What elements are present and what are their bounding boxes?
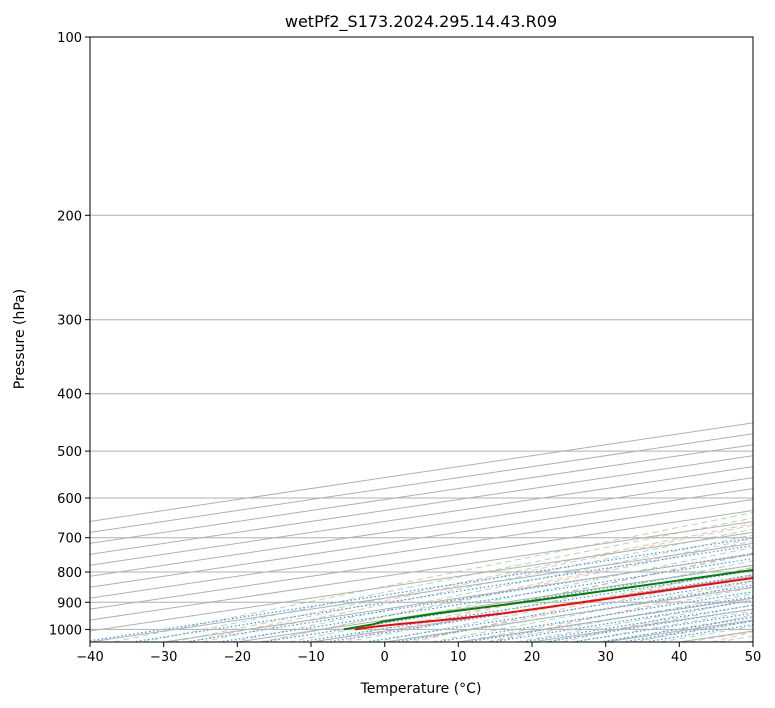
- x-tick-label: −20: [224, 650, 251, 665]
- plot-area: 0.10.20.40.611.52346810131620253036-100-…: [90, 37, 753, 642]
- mixing-ratio-line: [572, 612, 753, 642]
- isotherm-grid: [90, 422, 753, 642]
- moist-adiabat-line: [172, 522, 753, 642]
- isotherm-gridline: [90, 509, 753, 610]
- temperature-profile-line: [354, 577, 753, 631]
- mixing-ratio-line: [522, 604, 753, 642]
- x-tick-label: 0: [381, 650, 389, 665]
- dry-adiabat-line: [188, 524, 753, 642]
- mixing-ratio-line: [492, 599, 753, 642]
- isotherm-gridline: [90, 499, 753, 599]
- mixing-ratio-line: [599, 616, 753, 642]
- y-tick-label: 1000: [49, 623, 82, 638]
- y-tick-label: 400: [57, 388, 82, 403]
- isotherm-gridline: [90, 444, 753, 544]
- y-tick-label: 100: [57, 31, 82, 46]
- y-tick-label: 300: [57, 314, 82, 329]
- mixing-ratio-line: [185, 553, 753, 642]
- dry-adiabats: [188, 524, 753, 642]
- moist-adiabat-line: [230, 534, 753, 642]
- mixing-ratio-line: [131, 544, 753, 642]
- moist-adiabat-line: [142, 517, 753, 642]
- x-axis-ticks: −40 −30 −20 −10 0 10 20 30 40 50: [76, 642, 761, 665]
- x-tick-label: −40: [76, 650, 103, 665]
- y-axis-ticks: 1000 900 800 700 600 500 400 300 200 100: [49, 31, 90, 638]
- moist-adiabat-line: [487, 593, 753, 642]
- isotherm-gridline: [90, 455, 753, 555]
- mixing-ratio-line: [218, 557, 753, 642]
- isotherm-gridline: [90, 466, 753, 566]
- x-tick-label: 50: [745, 650, 762, 665]
- profile-series: [343, 569, 753, 631]
- isotherm-gridline: [90, 477, 753, 577]
- isobar-grid: [90, 37, 753, 630]
- y-tick-label: 900: [57, 596, 82, 611]
- x-tick-label: 30: [597, 650, 614, 665]
- y-tick-label: 500: [57, 445, 82, 460]
- moist-adiabat-line: [260, 540, 753, 642]
- y-axis-label: Pressure (hPa): [12, 289, 28, 389]
- x-tick-label: 40: [671, 650, 688, 665]
- moist-adiabat-line: [459, 587, 753, 642]
- dewpoint-profile-line: [343, 569, 753, 631]
- isotherm-gridline: [90, 488, 753, 588]
- y-tick-label: 200: [57, 209, 82, 224]
- isotherm-gridline: [90, 520, 753, 621]
- x-tick-label: −30: [150, 650, 177, 665]
- y-tick-label: 700: [57, 532, 82, 547]
- x-axis-label: Temperature (°C): [360, 681, 482, 697]
- x-tick-label: −10: [297, 650, 324, 665]
- y-tick-label: 600: [57, 492, 82, 507]
- chart-title: wetPf2_S173.2024.295.14.43.R09: [285, 12, 557, 32]
- x-tick-label: 20: [524, 650, 541, 665]
- x-tick-label: 10: [450, 650, 467, 665]
- isotherm-gridline: [90, 531, 753, 632]
- plot-frame: [89, 36, 754, 643]
- y-tick-label: 800: [57, 566, 82, 581]
- mixing-ratio-line: [90, 537, 753, 642]
- moist-adiabat-line: [113, 512, 753, 642]
- moist-adiabat-line: [431, 580, 753, 642]
